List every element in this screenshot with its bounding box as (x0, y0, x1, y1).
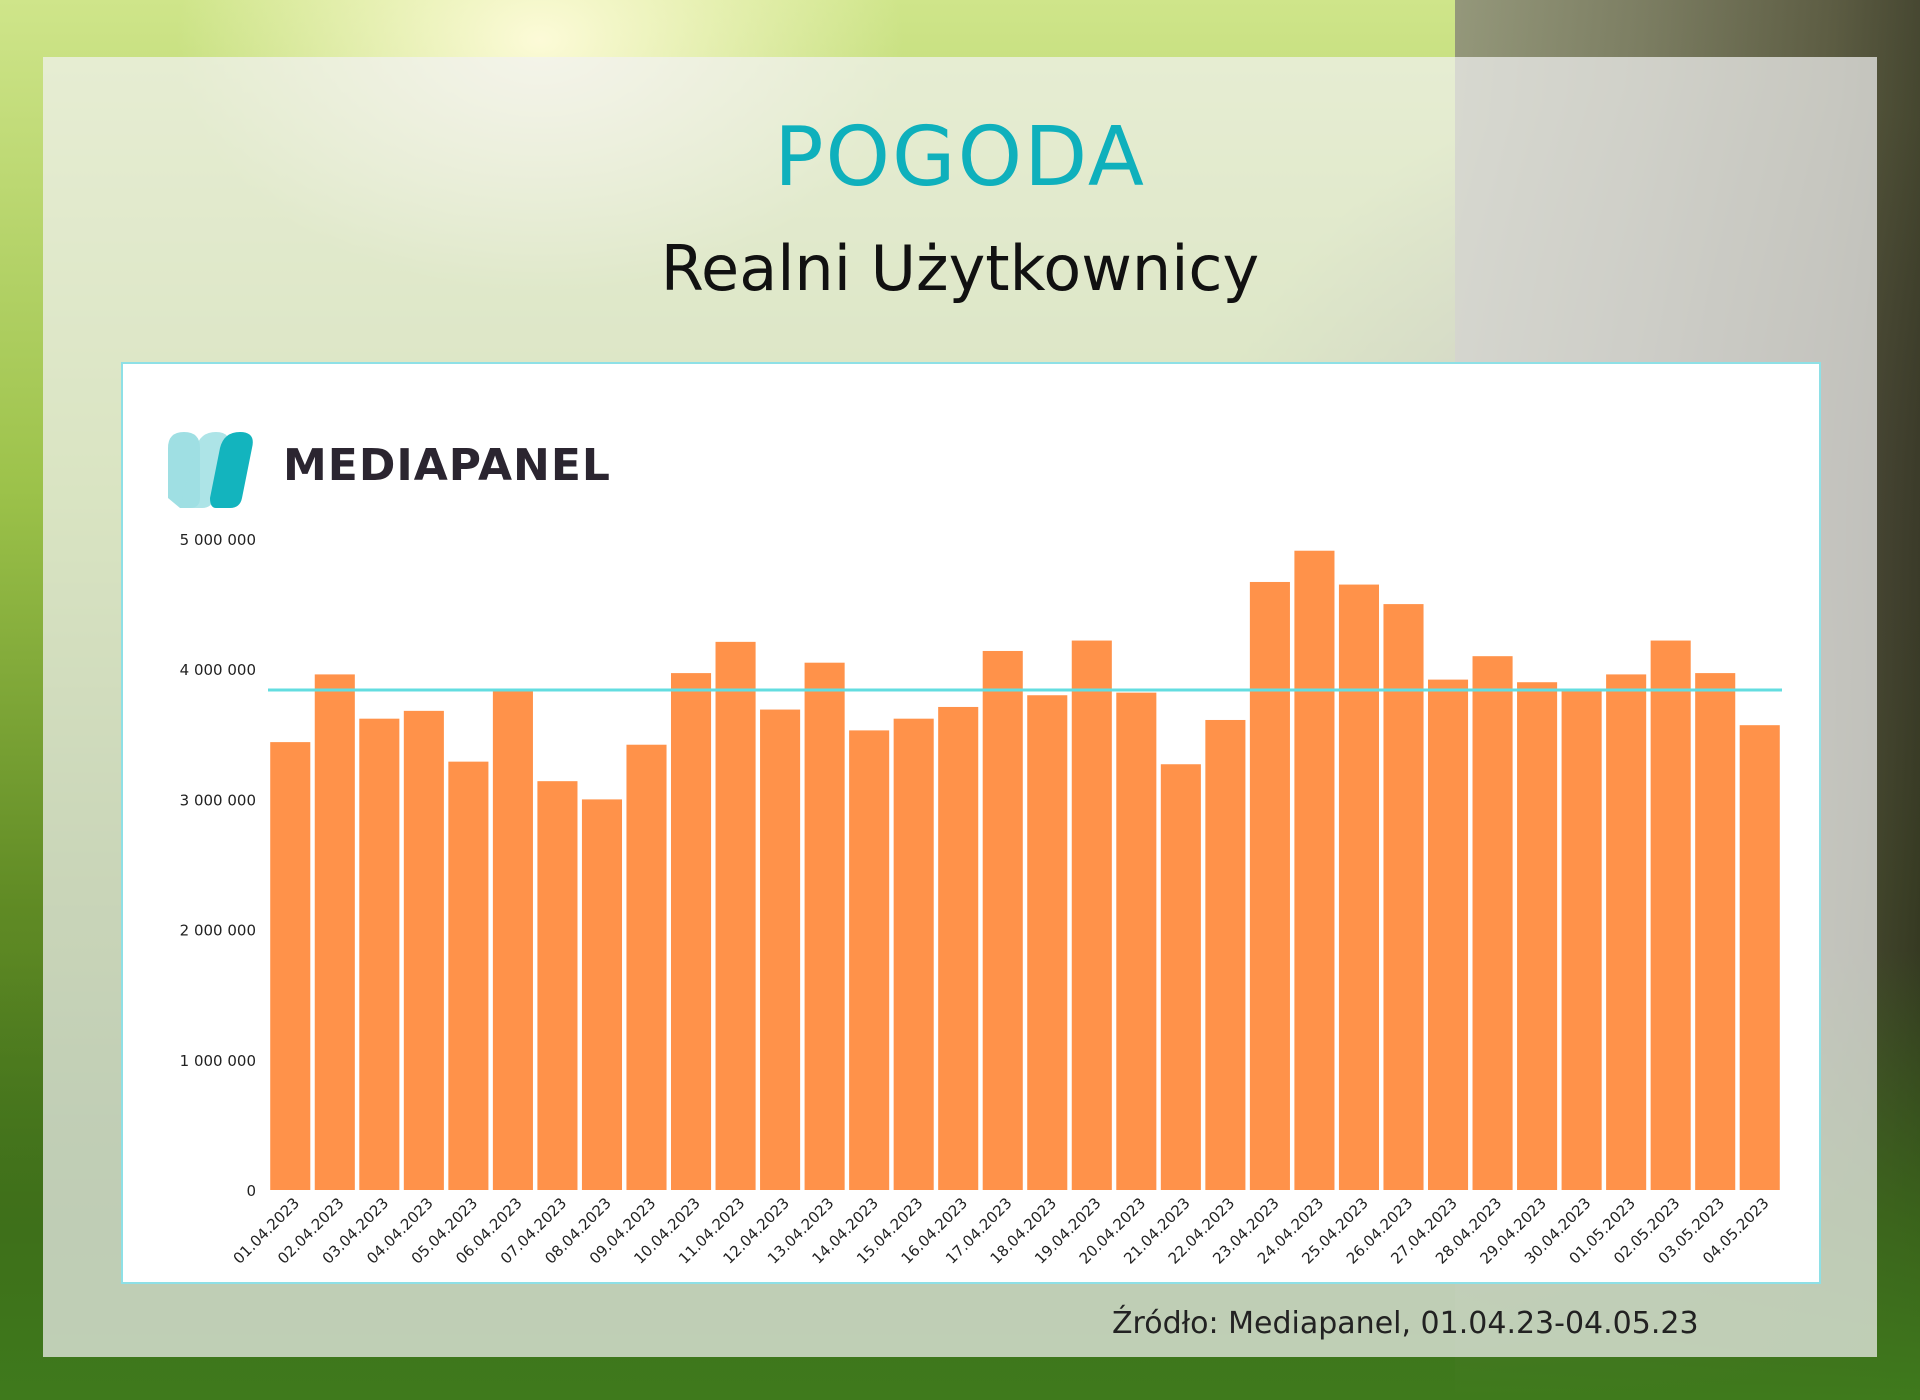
bar-29.04.2023 (1517, 682, 1558, 1190)
bar-22.04.2023 (1205, 719, 1246, 1190)
bar-02.05.2023 (1650, 640, 1691, 1190)
bar-02.04.2023 (314, 674, 355, 1190)
bar-14.04.2023 (849, 730, 890, 1190)
y-tick-label: 1 000 000 (180, 1052, 256, 1070)
bar-20.04.2023 (1116, 692, 1157, 1190)
bar-03.04.2023 (359, 718, 400, 1190)
bar-03.05.2023 (1695, 673, 1736, 1190)
bar-11.04.2023 (715, 641, 756, 1190)
bar-09.04.2023 (626, 744, 667, 1190)
bar-28.04.2023 (1472, 656, 1513, 1190)
bar-18.04.2023 (1027, 695, 1068, 1190)
bar-21.04.2023 (1160, 764, 1201, 1190)
bar-24.04.2023 (1294, 550, 1335, 1190)
bar-13.04.2023 (804, 662, 845, 1190)
source-note: Źródło: Mediapanel, 01.04.23-04.05.23 (1112, 1306, 1699, 1341)
bar-01.05.2023 (1606, 674, 1647, 1190)
y-tick-label: 4 000 000 (180, 661, 256, 679)
y-tick-label: 5 000 000 (180, 531, 256, 549)
bar-30.04.2023 (1561, 691, 1602, 1190)
bar-05.04.2023 (448, 761, 489, 1190)
page-subtitle: Realni Użytkownicy (660, 232, 1260, 305)
bar-27.04.2023 (1427, 679, 1469, 1190)
bar-23.04.2023 (1249, 581, 1290, 1190)
bar-19.04.2023 (1071, 640, 1112, 1190)
bar-04.05.2023 (1739, 725, 1780, 1190)
bar-06.04.2023 (492, 688, 533, 1190)
logo-wordmark: MEDIAPANEL (283, 440, 611, 491)
bar-26.04.2023 (1383, 604, 1424, 1190)
bar-12.04.2023 (760, 709, 801, 1190)
bar-10.04.2023 (670, 673, 712, 1190)
bar-17.04.2023 (982, 650, 1023, 1190)
logo-mark (168, 432, 253, 508)
y-tick-label: 2 000 000 (180, 922, 256, 940)
bar-08.04.2023 (581, 799, 623, 1190)
bar-07.04.2023 (537, 781, 578, 1190)
page-title: POGODA (774, 110, 1146, 205)
bar-04.04.2023 (403, 710, 444, 1190)
mediapanel-logo-icon (168, 432, 253, 508)
y-tick-label: 0 (246, 1182, 256, 1200)
bar-01.04.2023 (270, 742, 311, 1190)
bar-15.04.2023 (893, 718, 934, 1190)
bar-16.04.2023 (938, 706, 979, 1190)
y-tick-label: 3 000 000 (180, 791, 256, 809)
bar-25.04.2023 (1338, 584, 1380, 1190)
